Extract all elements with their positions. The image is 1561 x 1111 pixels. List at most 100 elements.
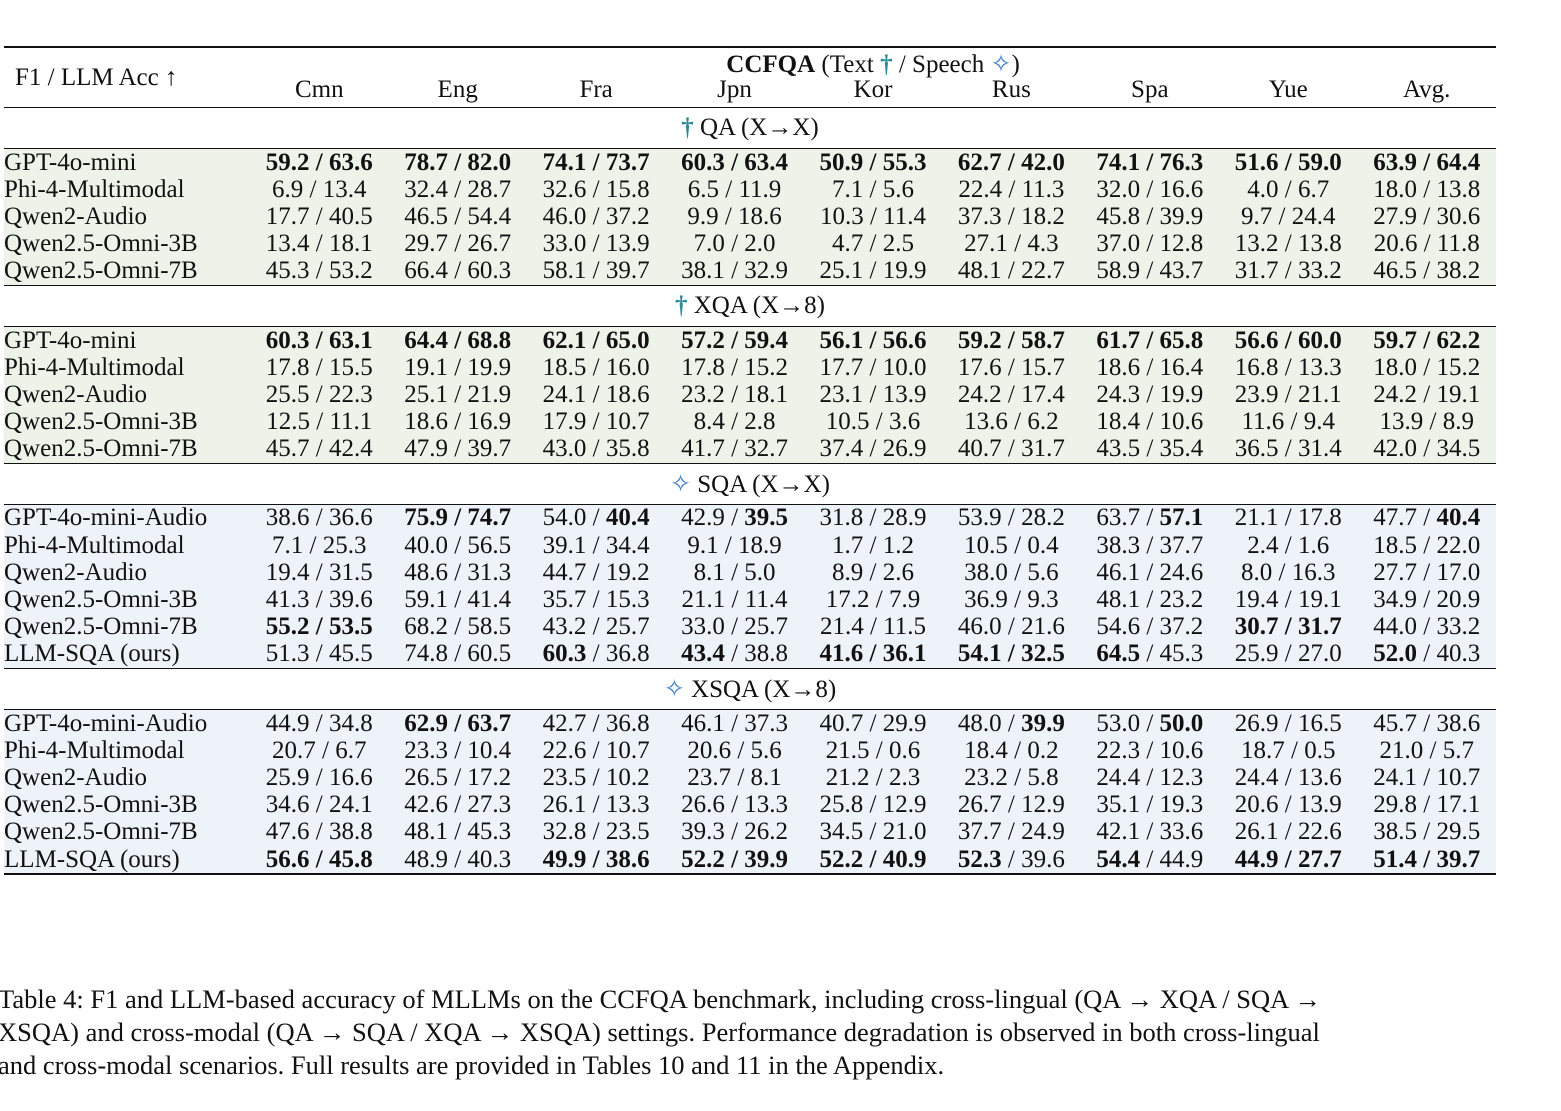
llm-acc-score: 56.5 <box>467 531 512 559</box>
f1-score: 23.2 <box>681 380 725 408</box>
f1-score: 74.1 <box>1096 148 1141 176</box>
score-separator: / <box>447 709 468 737</box>
llm-acc-score: 53.2 <box>329 257 373 285</box>
score-separator: / <box>309 763 329 791</box>
llm-acc-score: 13.9 <box>605 230 650 258</box>
llm-acc-score: 17.4 <box>1021 380 1065 408</box>
table-row: Qwen2.5-Omni-3B 41.3 / 39.6 59.1 / 41.4 35.… <box>4 586 1496 614</box>
model-name: Qwen2-Audio <box>4 381 251 409</box>
score-separator: / <box>725 586 745 614</box>
llm-acc-score: 54.4 <box>467 202 512 230</box>
llm-acc-score: 22.0 <box>1436 531 1481 559</box>
f1-score: 78.7 <box>404 148 448 176</box>
llm-acc-score: 15.2 <box>1436 353 1481 381</box>
f1-score: 54.1 <box>957 640 1002 668</box>
score-separator: / <box>586 148 606 176</box>
llm-acc-score: 19.9 <box>1159 380 1204 408</box>
f1-score: 45.7 <box>265 435 310 463</box>
llm-acc-score: 2.8 <box>744 408 776 436</box>
llm-acc-score: 2.5 <box>882 230 914 258</box>
f1-score: 26.9 <box>1234 709 1279 737</box>
llm-acc-score: 21.0 <box>882 818 927 846</box>
score-separator: / <box>1140 257 1160 285</box>
score-separator: / <box>1001 818 1022 846</box>
score-cell: 34.9 / 20.9 <box>1357 586 1496 614</box>
f1-score: 41.6 <box>819 640 864 668</box>
score-cell: 45.3 / 53.2 <box>250 257 389 286</box>
score-separator: / <box>863 435 883 463</box>
f1-score: 52.2 <box>681 845 725 873</box>
score-separator: / <box>1001 845 1022 873</box>
score-cell: 43.5 / 35.4 <box>1080 435 1220 464</box>
table-row: GPT-4o-mini 59.2 / 63.6 78.7 / 82.0 74.1 / … <box>4 148 1496 177</box>
score-separator: / <box>1278 504 1298 532</box>
f1-score: 18.5 <box>542 353 587 381</box>
score-cell: 18.5 / 16.0 <box>526 353 666 382</box>
f1-score: 68.2 <box>404 613 448 641</box>
score-cell: 22.6 / 10.7 <box>526 737 666 765</box>
score-cell: 6.9 / 13.4 <box>250 176 389 204</box>
f1-score: 49.9 <box>542 845 587 873</box>
score-separator: / <box>863 148 883 176</box>
f1-score: 55.2 <box>265 613 310 641</box>
score-separator: / <box>1416 818 1437 846</box>
score-cell: 19.4 / 19.1 <box>1219 586 1358 614</box>
score-separator: / <box>863 640 883 668</box>
f1-score: 54.0 <box>542 504 587 532</box>
score-separator: / <box>1416 380 1437 408</box>
f1-score: 32.4 <box>404 175 448 203</box>
score-separator: / <box>1140 380 1160 408</box>
score-separator: / <box>724 791 745 819</box>
f1-score: 48.6 <box>404 558 448 586</box>
f1-score: 20.6 <box>687 736 732 764</box>
llm-acc-score: 0.6 <box>888 736 921 764</box>
score-separator: / <box>724 845 745 873</box>
llm-acc-score: 13.3 <box>605 791 650 819</box>
score-separator: / <box>1416 435 1437 463</box>
f1-score: 24.1 <box>1373 763 1417 791</box>
f1-score: 11.6 <box>1241 408 1285 436</box>
score-separator: / <box>1007 558 1028 586</box>
llm-acc-score: 28.9 <box>882 504 927 532</box>
model-name: Qwen2.5-Omni-7B <box>4 435 251 464</box>
score-cell: 40.0 / 56.5 <box>388 531 527 560</box>
llm-acc-score: 6.7 <box>335 736 367 764</box>
score-separator: / <box>447 763 468 791</box>
f1-score: 52.0 <box>1373 640 1417 668</box>
score-cell: 22.4 / 11.3 <box>942 176 1081 204</box>
score-separator: / <box>309 380 329 408</box>
score-cell: 12.5 / 11.1 <box>250 408 389 436</box>
score-cell: 25.9 / 16.6 <box>250 763 389 792</box>
score-cell: 62.9 / 63.7 <box>388 709 527 738</box>
column-header-yue: Yue <box>1219 77 1358 108</box>
score-separator: / <box>1278 613 1298 641</box>
llm-acc-score: 73.7 <box>605 148 650 176</box>
f1-score: 46.1 <box>1096 558 1141 586</box>
f1-score: 40.7 <box>819 709 864 737</box>
score-separator: / <box>1001 326 1022 354</box>
f1-score: 50.9 <box>819 148 864 176</box>
f1-score: 43.2 <box>542 613 587 641</box>
score-cell: 44.9 / 27.7 <box>1219 845 1358 876</box>
f1-score: 13.6 <box>964 408 1008 436</box>
f1-score: 12.5 <box>266 408 310 436</box>
f1-score: 18.0 <box>1373 353 1417 381</box>
score-separator: / <box>863 326 883 354</box>
score-cell: 23.7 / 8.1 <box>665 764 804 792</box>
score-separator: / <box>724 230 745 258</box>
llm-acc-score: 26.9 <box>882 435 927 463</box>
f1-score: 53.9 <box>957 504 1002 532</box>
llm-acc-score: 33.6 <box>1159 818 1204 846</box>
llm-acc-score: 18.6 <box>738 202 782 230</box>
llm-acc-score: 27.3 <box>467 791 512 819</box>
score-cell: 20.6 / 11.8 <box>1357 230 1496 258</box>
llm-acc-score: 5.6 <box>1027 558 1059 586</box>
score-cell: 10.5 / 0.4 <box>942 532 1081 560</box>
llm-acc-score: 37.7 <box>1159 531 1204 559</box>
llm-acc-score: 12.9 <box>882 791 927 819</box>
score-separator: / <box>586 230 606 258</box>
score-cell: 53.0 / 50.0 <box>1080 709 1220 738</box>
score-separator: / <box>1278 709 1298 737</box>
table-row: LLM-SQA (ours) 51.3 / 45.5 74.8 / 60.5 60.3… <box>4 640 1496 669</box>
score-separator: / <box>863 558 883 586</box>
